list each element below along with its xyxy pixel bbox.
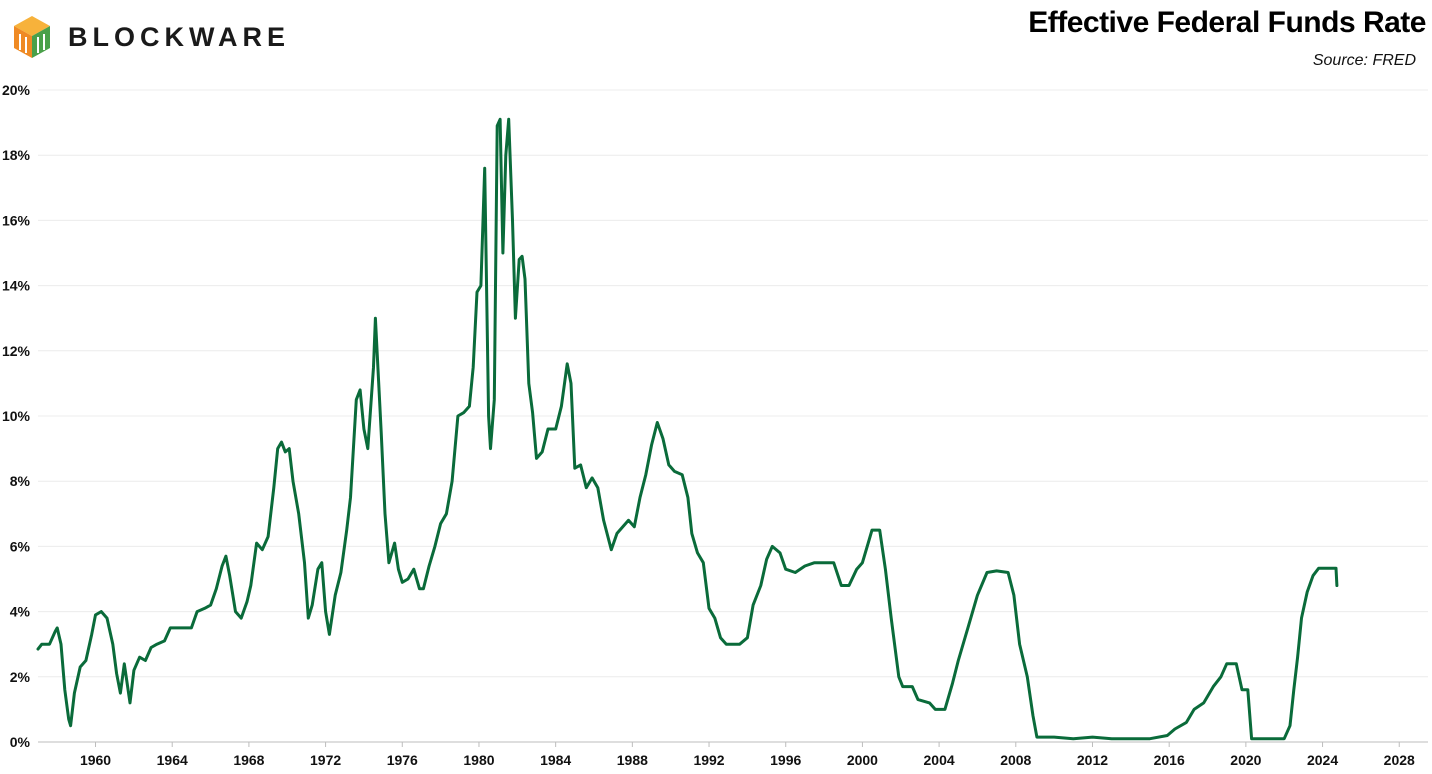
x-tick-label: 1972 <box>310 752 341 768</box>
y-tick-label: 4% <box>10 604 31 620</box>
y-tick-label: 6% <box>10 538 31 554</box>
y-tick-label: 8% <box>10 473 31 489</box>
x-tick-label: 2004 <box>924 752 955 768</box>
x-tick-label: 2024 <box>1307 752 1338 768</box>
x-tick-label: 2008 <box>1000 752 1031 768</box>
y-tick-label: 10% <box>2 408 31 424</box>
x-tick-label: 1960 <box>80 752 111 768</box>
x-tick-label: 2028 <box>1384 752 1415 768</box>
y-tick-label: 12% <box>2 343 31 359</box>
y-tick-label: 20% <box>2 82 31 98</box>
x-tick-label: 1992 <box>693 752 724 768</box>
x-tick-label: 1976 <box>387 752 418 768</box>
chart-title: Effective Federal Funds Rate <box>1028 6 1426 39</box>
y-tick-label: 16% <box>2 212 31 228</box>
series-line <box>36 117 1339 741</box>
x-tick-label: 2000 <box>847 752 878 768</box>
blockware-cube-icon <box>14 16 50 58</box>
y-tick-label: 2% <box>10 669 31 685</box>
x-tick-label: 1980 <box>463 752 494 768</box>
chart-source: Source: FRED <box>1312 52 1416 69</box>
x-tick-label: 2016 <box>1154 752 1185 768</box>
x-tick-label: 1964 <box>157 752 188 768</box>
y-tick-label: 14% <box>2 278 31 294</box>
brand-logo: BLOCKWARE <box>12 14 290 60</box>
y-tick-label: 0% <box>10 734 31 750</box>
brand-name: BLOCKWARE <box>68 21 290 52</box>
x-tick-label: 1996 <box>770 752 801 768</box>
x-tick-label: 1968 <box>233 752 264 768</box>
x-tick-label: 2020 <box>1230 752 1261 768</box>
x-axis: 1960 1964 1968 1972 1976 1980 1984 1988 1992 1996… <box>38 741 1428 768</box>
x-tick-label: 1984 <box>540 752 571 768</box>
y-tick-label: 18% <box>2 147 31 163</box>
series-layer <box>36 117 1339 741</box>
x-tick-label: 2012 <box>1077 752 1108 768</box>
x-tick-label: 1988 <box>617 752 648 768</box>
y-axis: 0% 2% 4% 6% 8% 10% 12% 14% 16% 18% 20% <box>2 82 31 750</box>
